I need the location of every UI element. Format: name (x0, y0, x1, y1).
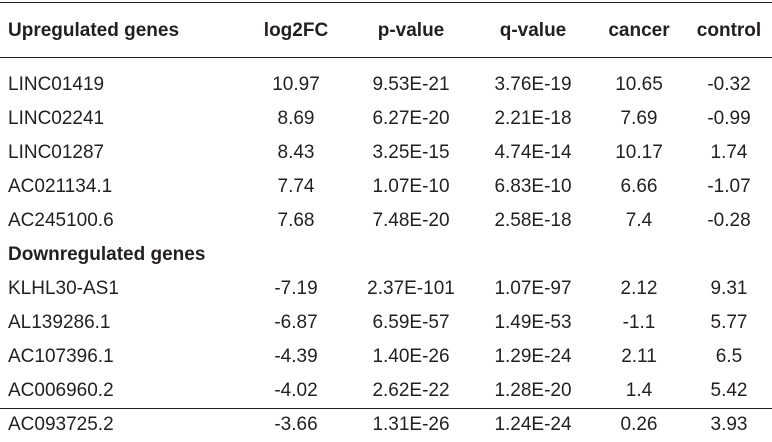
log2fc-cell: -6.87 (274, 312, 318, 333)
gene-name-cell: AC245100.6 (8, 210, 114, 231)
gene-name-cell: AC107396.1 (8, 346, 114, 367)
log2fc-cell: -7.19 (274, 278, 318, 299)
log2fc-cell: -4.39 (274, 346, 318, 367)
log2fc-cell: 10.97 (272, 74, 320, 95)
cancer-cell: 7.4 (625, 210, 653, 231)
header-control: control (696, 19, 762, 41)
p-value-cell: 1.31E-26 (372, 414, 450, 435)
cancer-cell: 0.26 (620, 414, 658, 435)
table-row: AL139286.1 -6.87 6.59E-57 1.49E-53 -1.1 … (0, 306, 772, 340)
control-cell: 5.77 (710, 312, 748, 333)
p-value-cell: 3.25E-15 (372, 142, 450, 163)
header-p-value: p-value (377, 19, 445, 41)
header-cancer: cancer (608, 19, 670, 41)
q-value-cell: 1.29E-24 (494, 346, 572, 367)
spacer-cell (0, 57, 772, 68)
gene-name-cell: AC093725.2 (8, 414, 114, 435)
control-cell: 5.42 (710, 380, 748, 401)
control-cell: -0.99 (707, 108, 751, 129)
table-row: LINC01419 10.97 9.53E-21 3.76E-19 10.65 … (0, 68, 772, 102)
section-heading-downregulated: Downregulated genes (8, 244, 206, 265)
log2fc-cell: -3.66 (274, 414, 318, 435)
q-value-cell: 6.83E-10 (494, 176, 572, 197)
control-cell: 6.5 (715, 346, 743, 367)
gene-name-cell: LINC02241 (8, 108, 105, 129)
cancer-cell: 1.4 (625, 380, 653, 401)
q-value-cell: 4.74E-14 (494, 142, 572, 163)
q-value-cell: 2.58E-18 (494, 210, 572, 231)
control-cell: 1.74 (710, 142, 748, 163)
control-cell: 3.93 (710, 414, 748, 435)
table-row: AC093725.2 -3.66 1.31E-26 1.24E-24 0.26 … (0, 408, 772, 442)
gene-name-cell: AC021134.1 (8, 176, 113, 197)
control-cell: -1.07 (707, 176, 751, 197)
cancer-cell: 7.69 (620, 108, 658, 129)
p-value-cell: 2.62E-22 (372, 380, 450, 401)
table-row: LINC02241 8.69 6.27E-20 2.21E-18 7.69 -0… (0, 102, 772, 136)
table-row: AC021134.1 7.74 1.07E-10 6.83E-10 6.66 -… (0, 170, 772, 204)
gene-name-cell: AC006960.2 (8, 380, 114, 401)
p-value-cell: 2.37E-101 (367, 278, 455, 299)
p-value-cell: 6.59E-57 (372, 312, 450, 333)
q-value-cell: 3.76E-19 (494, 74, 572, 95)
gene-name-cell: LINC01287 (8, 142, 105, 163)
cancer-cell: 2.11 (621, 346, 657, 367)
data-table: Upregulated genes log2FC p-value q-value… (0, 4, 772, 442)
cancer-cell: 2.12 (620, 278, 658, 299)
bottom-rule (0, 408, 772, 409)
table-row: AC006960.2 -4.02 2.62E-22 1.28E-20 1.4 5… (0, 374, 772, 408)
header-rule (0, 57, 772, 58)
spacer-row (0, 57, 772, 68)
log2fc-cell: 8.43 (277, 142, 315, 163)
log2fc-cell: -4.02 (274, 380, 318, 401)
gene-name-cell: AL139286.1 (8, 312, 111, 333)
log2fc-cell: 7.68 (277, 210, 315, 231)
cancer-cell: -1.1 (622, 312, 656, 333)
cancer-cell: 10.65 (615, 74, 663, 95)
log2fc-cell: 7.74 (277, 176, 315, 197)
table-row: AC245100.6 7.68 7.48E-20 2.58E-18 7.4 -0… (0, 204, 772, 238)
top-rule (0, 2, 772, 3)
section-row-downregulated: Downregulated genes (0, 238, 772, 272)
table-row: AC107396.1 -4.39 1.40E-26 1.29E-24 2.11 … (0, 340, 772, 374)
q-value-cell: 1.24E-24 (494, 414, 572, 435)
control-cell: -0.28 (707, 210, 751, 231)
gene-name-cell: LINC01419 (8, 74, 105, 95)
p-value-cell: 6.27E-20 (372, 108, 450, 129)
header-q-value: q-value (499, 19, 567, 41)
p-value-cell: 9.53E-21 (372, 74, 450, 95)
header-row: Upregulated genes log2FC p-value q-value… (0, 4, 772, 57)
log2fc-cell: 8.69 (277, 108, 315, 129)
q-value-cell: 1.28E-20 (494, 380, 572, 401)
p-value-cell: 7.48E-20 (372, 210, 450, 231)
header-upregulated-genes: Upregulated genes (8, 19, 180, 41)
cancer-cell: 10.17 (615, 142, 663, 163)
table-row: LINC01287 8.43 3.25E-15 4.74E-14 10.17 1… (0, 136, 772, 170)
q-value-cell: 2.21E-18 (494, 108, 572, 129)
header-log2fc: log2FC (263, 19, 329, 41)
p-value-cell: 1.07E-10 (372, 176, 450, 197)
gene-name-cell: KLHL30-AS1 (8, 278, 119, 299)
q-value-cell: 1.07E-97 (494, 278, 572, 299)
control-cell: -0.32 (707, 74, 751, 95)
q-value-cell: 1.49E-53 (494, 312, 572, 333)
gene-expression-table: Upregulated genes log2FC p-value q-value… (0, 2, 772, 435)
table-row: KLHL30-AS1 -7.19 2.37E-101 1.07E-97 2.12… (0, 272, 772, 306)
control-cell: 9.31 (710, 278, 748, 299)
cancer-cell: 6.66 (620, 176, 658, 197)
p-value-cell: 1.40E-26 (372, 346, 450, 367)
